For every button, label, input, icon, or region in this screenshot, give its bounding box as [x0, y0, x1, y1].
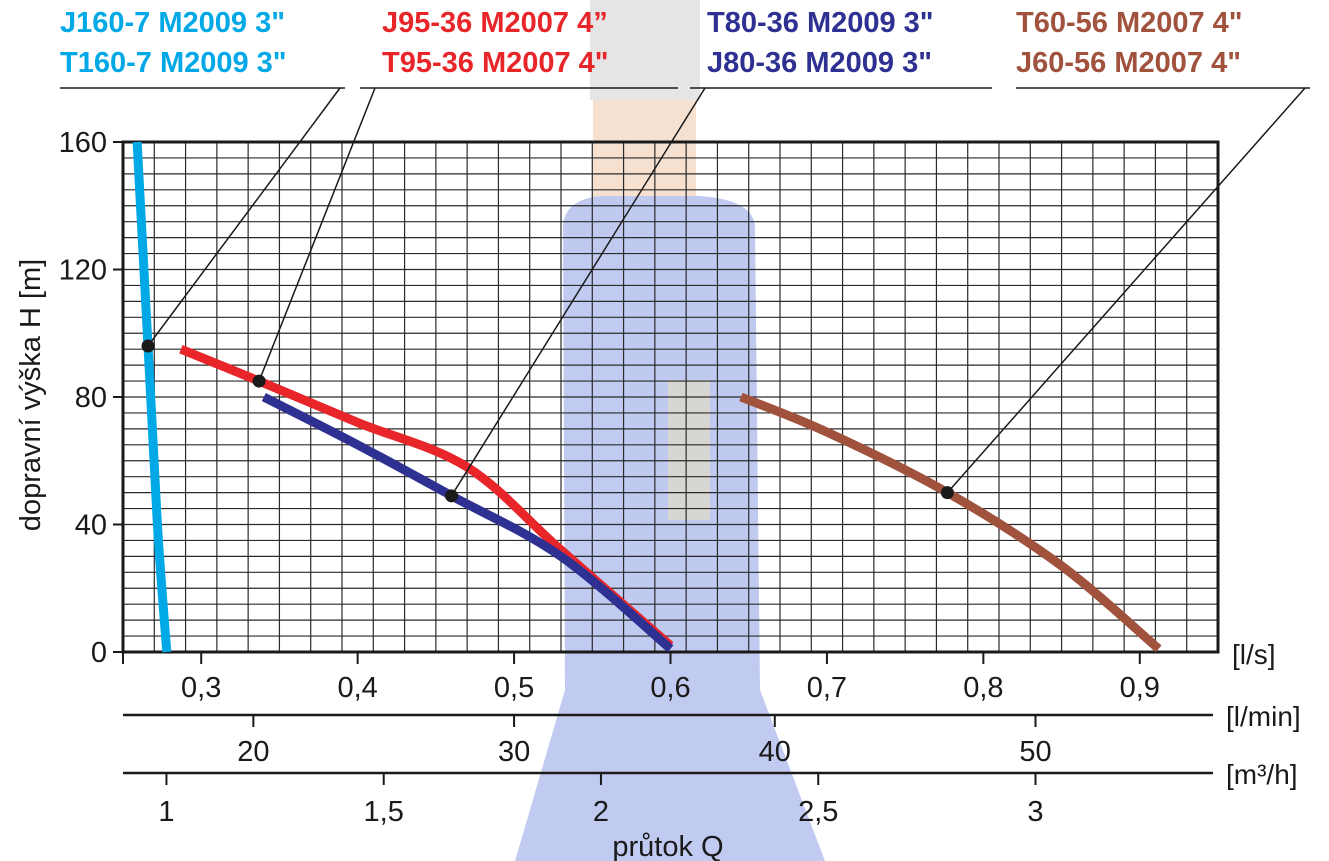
ls-tick-label: 0,5: [494, 672, 534, 704]
lmin-unit-label: [l/min]: [1226, 701, 1301, 732]
m3h-unit-label: [m³/h]: [1226, 759, 1298, 790]
m3h-tick-label: 3: [1027, 796, 1043, 828]
legend-label: T60-56 M2007 4": [1016, 7, 1243, 39]
legend-label: T80-36 M2009 3": [707, 7, 934, 39]
operating-point-marker: [940, 486, 954, 500]
m3h-tick-label: 1,5: [364, 796, 404, 828]
leader-line: [450, 87, 706, 497]
ls-unit-label: [l/s]: [1232, 639, 1276, 670]
legend-label: T95-36 M2007 4": [382, 47, 609, 79]
y-tick-label: 40: [75, 510, 107, 542]
ls-tick-label: 0,6: [650, 672, 690, 704]
leader-lines: [60, 87, 1310, 503]
lmin-tick-label: 30: [498, 736, 530, 768]
m3h-tick-label: 1: [158, 796, 174, 828]
ls-tick-label: 0,3: [181, 672, 221, 704]
legend-label: T160-7 M2009 3": [60, 47, 287, 79]
curve-series-4: [739, 392, 1162, 653]
y-axis-ticks: 0 40 80 120 160: [59, 127, 123, 669]
m3h-tick-label: 2: [593, 796, 609, 828]
pump-label-plate: [668, 380, 710, 520]
lmin-tick-label: 50: [1019, 736, 1051, 768]
lmin-tick-label: 20: [237, 736, 269, 768]
leader-line: [258, 87, 376, 382]
leader-line: [946, 87, 1306, 494]
operating-point-marker: [252, 374, 266, 388]
x-axis-label: průtok Q: [612, 831, 723, 861]
ls-tick-label: 0,9: [1120, 672, 1160, 704]
operating-point-marker: [141, 339, 155, 353]
x-axes: 0,3 0,4 0,5 0,6 0,7 0,8 0,9 [l/s] 20 30 40 50 [l/min…: [122, 639, 1301, 828]
legend: J160-7 M2009 3" T160-7 M2009 3" J95-36 M20…: [60, 7, 1243, 79]
pump-top: [590, 0, 700, 100]
y-tick-label: 120: [59, 255, 107, 287]
ls-tick-label: 0,8: [963, 672, 1003, 704]
y-axis-label: dopravní výška H [m]: [15, 259, 47, 531]
y-tick-label: 0: [91, 637, 107, 669]
operating-point-marker: [445, 489, 458, 503]
legend-label: J60-56 M2007 4": [1016, 47, 1241, 79]
curve-series-1: [132, 141, 172, 653]
ls-tick-label: 0,4: [337, 672, 377, 704]
legend-label: J95-36 M2007 4”: [382, 7, 608, 39]
ls-tick-label: 0,7: [807, 672, 847, 704]
y-tick-label: 160: [59, 127, 107, 159]
legend-label: J160-7 M2009 3": [60, 7, 285, 39]
m3h-tick-label: 2,5: [798, 796, 838, 828]
lmin-tick-label: 40: [759, 736, 791, 768]
leader-line: [147, 87, 341, 347]
legend-label: J80-36 M2009 3": [707, 47, 932, 79]
y-tick-label: 80: [75, 382, 107, 414]
pump-cable-sleeve: [593, 100, 696, 205]
